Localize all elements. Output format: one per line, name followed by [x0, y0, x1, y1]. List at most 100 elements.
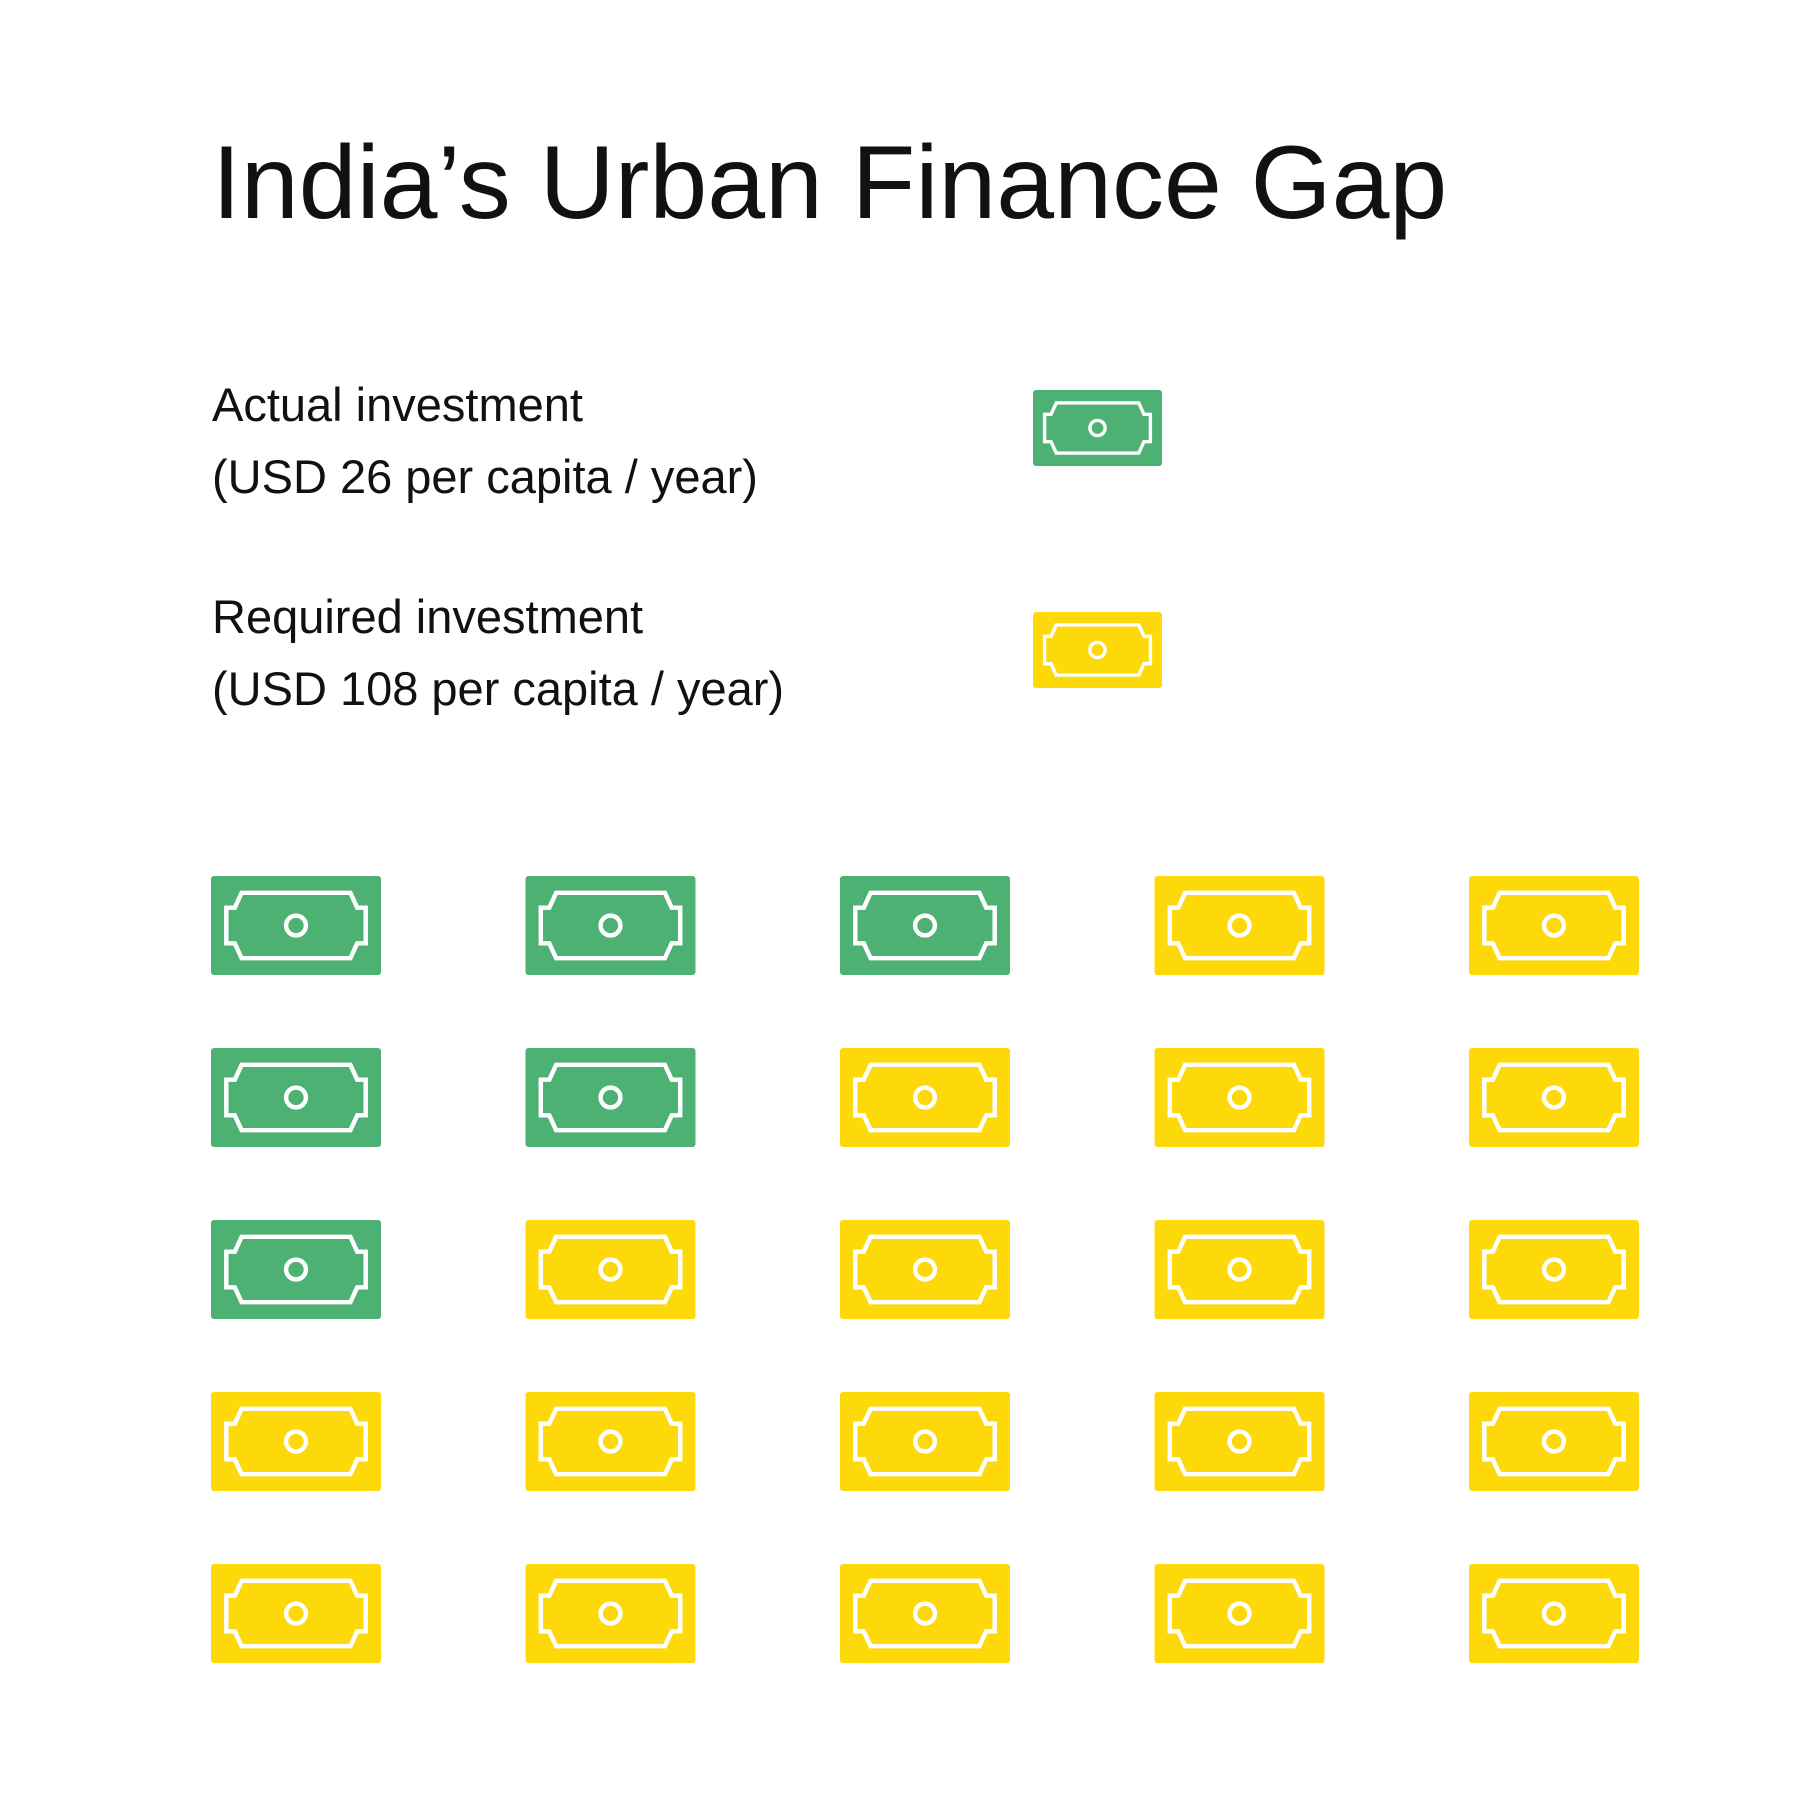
money-icon: [840, 876, 1010, 975]
icon-coin: [283, 1085, 309, 1110]
money-icon: [211, 1392, 381, 1491]
icon-background: [1154, 1220, 1325, 1319]
icon-coin: [912, 913, 938, 938]
money-icon: [1154, 1220, 1325, 1319]
money-icon: [1154, 1564, 1325, 1663]
money-icon: [211, 1220, 381, 1319]
chart-title: India’s Urban Finance Gap: [212, 125, 1447, 241]
legend-note: (USD 108 per capita / year): [212, 662, 784, 715]
money-icon: [1154, 1048, 1325, 1147]
icon-background: [840, 876, 1010, 975]
icon-background: [1154, 876, 1325, 975]
icon-background: [1154, 1564, 1325, 1663]
icon-coin: [1227, 913, 1252, 938]
legend-note: (USD 26 per capita / year): [212, 450, 758, 503]
money-icon: [840, 1392, 1010, 1491]
icon-outline: [1482, 890, 1626, 961]
icon-outline: [224, 1234, 368, 1305]
icon-outline: [853, 1062, 997, 1133]
icon-coin: [1088, 418, 1107, 438]
icon-outline: [224, 890, 368, 961]
money-icon: [1469, 1048, 1639, 1147]
icon-outline: [224, 1578, 368, 1649]
icon-outline: [853, 890, 997, 961]
icon-coin: [598, 1257, 623, 1282]
money-icon: [211, 1564, 381, 1663]
icon-coin: [912, 1085, 938, 1110]
legend-label: Actual investment: [212, 378, 583, 431]
icon-coin: [283, 1601, 309, 1626]
icon-background: [1469, 1220, 1639, 1319]
money-icon: [1154, 1392, 1325, 1491]
icon-coin: [1541, 1601, 1567, 1626]
icon-background: [211, 1048, 381, 1147]
icon-background: [840, 1220, 1010, 1319]
icon-background: [1469, 876, 1639, 975]
icon-coin: [912, 1429, 938, 1454]
icon-background: [840, 1564, 1010, 1663]
icon-background: [525, 1220, 696, 1319]
icon-background: [1469, 1564, 1639, 1663]
icon-outline: [1167, 1234, 1312, 1305]
icon-background: [525, 1392, 696, 1491]
icon-outline: [538, 1234, 683, 1305]
money-icon: [1033, 390, 1162, 466]
icon-background: [525, 876, 696, 975]
money-icon: [525, 1048, 696, 1147]
icon-background: [211, 1220, 381, 1319]
icon-outline: [1482, 1406, 1626, 1477]
money-icon: [1469, 876, 1639, 975]
icon-background: [840, 1392, 1010, 1491]
icon-coin: [598, 1429, 623, 1454]
icon-outline: [853, 1234, 997, 1305]
icon-coin: [912, 1601, 938, 1626]
icon-outline: [538, 1062, 683, 1133]
money-icon: [1033, 612, 1162, 688]
icon-outline: [538, 890, 683, 961]
money-icon: [525, 1392, 696, 1491]
icon-outline: [1042, 401, 1153, 455]
icon-coin: [598, 1601, 623, 1626]
money-icon: [525, 1564, 696, 1663]
icon-coin: [912, 1257, 938, 1282]
icon-coin: [1541, 1085, 1567, 1110]
icon-outline: [1167, 1062, 1312, 1133]
money-icon: [840, 1048, 1010, 1147]
icon-coin: [1227, 1601, 1252, 1626]
icon-background: [840, 1048, 1010, 1147]
icon-outline: [224, 1406, 368, 1477]
icon-outline: [1167, 1406, 1312, 1477]
money-icon: [1469, 1220, 1639, 1319]
icon-outline: [1167, 1578, 1312, 1649]
icon-background: [1033, 612, 1162, 688]
icon-coin: [1227, 1257, 1252, 1282]
icon-background: [211, 1392, 381, 1491]
icon-background: [1033, 390, 1162, 466]
icon-outline: [224, 1062, 368, 1133]
money-icon: [211, 876, 381, 975]
money-icon: [1154, 876, 1325, 975]
icon-coin: [1541, 1429, 1567, 1454]
money-icon: [211, 1048, 381, 1147]
icon-outline: [1482, 1062, 1626, 1133]
icon-coin: [1227, 1085, 1252, 1110]
money-icon: [1469, 1392, 1639, 1491]
money-icon: [525, 876, 696, 975]
money-icon: [840, 1564, 1010, 1663]
icon-coin: [1541, 913, 1567, 938]
icon-background: [525, 1048, 696, 1147]
icon-background: [1154, 1048, 1325, 1147]
legend-label: Required investment: [212, 590, 643, 643]
icon-coin: [283, 913, 309, 938]
money-icon: [840, 1220, 1010, 1319]
icon-coin: [1088, 640, 1107, 660]
icon-coin: [598, 913, 623, 938]
icon-outline: [853, 1578, 997, 1649]
icon-background: [211, 876, 381, 975]
icon-outline: [853, 1406, 997, 1477]
icon-background: [1469, 1392, 1639, 1491]
icon-coin: [283, 1257, 309, 1282]
icon-outline: [538, 1406, 683, 1477]
icon-coin: [283, 1429, 309, 1454]
